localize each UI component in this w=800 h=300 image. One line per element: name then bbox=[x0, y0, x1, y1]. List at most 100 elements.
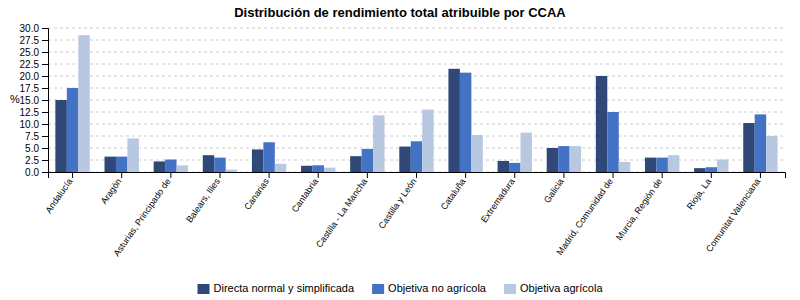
y-tick: 7.5 bbox=[25, 131, 48, 142]
x-tick-mark bbox=[367, 172, 368, 178]
bar-series bbox=[55, 69, 754, 172]
bar bbox=[558, 146, 569, 172]
bar bbox=[694, 168, 705, 172]
x-tick: Aragón bbox=[99, 172, 124, 206]
y-tick-mark bbox=[42, 64, 48, 65]
chart: Distribución de rendimiento total atribu… bbox=[0, 0, 800, 300]
y-tick: 12.5 bbox=[20, 107, 48, 118]
x-tick-mark bbox=[219, 172, 220, 178]
y-tick-label: 10.0 bbox=[20, 119, 40, 130]
x-tick: Madrid, Comunidad de bbox=[555, 172, 615, 257]
x-tick: Extremadura bbox=[479, 172, 517, 224]
bar bbox=[263, 142, 274, 172]
bar bbox=[116, 157, 127, 172]
bar bbox=[570, 146, 581, 172]
bar bbox=[645, 158, 656, 172]
y-tick-mark bbox=[42, 112, 48, 113]
x-tick: Castilla - La Mancha bbox=[314, 172, 369, 249]
bar bbox=[399, 147, 410, 172]
x-tick-label: Murcia, Región de bbox=[614, 176, 664, 242]
y-tick: 15.0 bbox=[20, 95, 48, 106]
bar bbox=[607, 112, 618, 172]
y-axis: 0.02.55.07.510.012.515.017.520.022.525.0… bbox=[20, 23, 49, 178]
x-axis-line bbox=[49, 173, 786, 179]
x-tick-mark bbox=[318, 172, 319, 178]
x-tick: Balears, Illes bbox=[184, 172, 222, 224]
y-tick-label: 25.0 bbox=[20, 47, 40, 58]
y-tick: 17.5 bbox=[20, 83, 48, 94]
grid-line bbox=[48, 40, 785, 41]
bar bbox=[324, 168, 335, 172]
bar bbox=[313, 165, 324, 172]
y-tick-label: 0.0 bbox=[25, 167, 39, 178]
bar bbox=[743, 123, 754, 172]
bar bbox=[373, 115, 384, 172]
legend-swatch bbox=[198, 284, 210, 294]
x-tick-label: Cantabria bbox=[290, 176, 321, 214]
bar bbox=[706, 167, 717, 172]
y-tick-label: 2.5 bbox=[25, 155, 39, 166]
x-tick-mark bbox=[563, 172, 564, 178]
bar bbox=[471, 135, 482, 172]
bar bbox=[448, 69, 459, 172]
bar bbox=[226, 170, 237, 172]
bar bbox=[154, 161, 165, 172]
bar bbox=[509, 163, 520, 172]
grid-line bbox=[48, 112, 785, 113]
y-tick: 2.5 bbox=[25, 155, 48, 166]
x-tick-label: Asturias, Principado de bbox=[111, 176, 172, 258]
bar bbox=[275, 164, 286, 172]
bar bbox=[214, 158, 225, 172]
x-tick-label: Castilla y León bbox=[376, 176, 418, 230]
y-tick: 20.0 bbox=[20, 71, 48, 82]
bar bbox=[498, 161, 509, 172]
y-tick: 0.0 bbox=[25, 167, 48, 178]
bar bbox=[717, 160, 728, 172]
x-tick-label: Aragón bbox=[99, 176, 124, 206]
grid-line bbox=[48, 124, 785, 125]
x-tick-label: Balears, Illes bbox=[184, 176, 222, 224]
grid-line bbox=[48, 100, 785, 101]
y-tick-label: 20.0 bbox=[20, 71, 40, 82]
bar bbox=[165, 160, 176, 172]
x-tick-mark bbox=[613, 172, 614, 178]
plot: 0.02.55.07.510.012.515.017.520.022.525.0… bbox=[20, 23, 786, 258]
grid-line bbox=[48, 28, 785, 29]
y-tick-mark bbox=[42, 52, 48, 53]
y-tick: 27.5 bbox=[20, 35, 48, 46]
x-tick-label: Castilla - La Mancha bbox=[314, 176, 369, 249]
x-tick-label: Galicia bbox=[542, 176, 566, 204]
y-tick-label: 15.0 bbox=[20, 95, 40, 106]
x-tick-mark bbox=[760, 172, 761, 178]
x-tick-mark bbox=[416, 172, 417, 178]
x-tick-label: Extremadura bbox=[479, 176, 517, 224]
x-tick-label: Rioja, La bbox=[685, 176, 714, 211]
y-tick-mark bbox=[42, 40, 48, 41]
x-tick-label: Canarias bbox=[242, 176, 271, 212]
bar bbox=[350, 156, 361, 172]
y-tick: 25.0 bbox=[20, 47, 48, 58]
x-tick: Andalucía bbox=[43, 172, 74, 215]
x-tick-mark bbox=[514, 172, 515, 178]
y-tick: 22.5 bbox=[20, 59, 48, 70]
x-tick-label: Madrid, Comunidad de bbox=[555, 176, 615, 256]
bar bbox=[203, 155, 214, 172]
y-tick-mark bbox=[42, 136, 48, 137]
x-tick-label: Andalucía bbox=[43, 176, 74, 215]
legend-label: Objetiva agrícola bbox=[520, 282, 603, 294]
bar bbox=[411, 141, 422, 172]
y-tick-label: 5.0 bbox=[25, 143, 39, 154]
x-tick-label: Cataluña bbox=[439, 176, 468, 211]
x-tick: Rioja, La bbox=[685, 172, 714, 211]
x-tick: Galicia bbox=[542, 172, 566, 205]
legend-item: Objetiva agrícola bbox=[504, 282, 603, 294]
x-tick: Asturias, Principado de bbox=[111, 172, 172, 258]
bar bbox=[362, 149, 373, 172]
x-tick-mark bbox=[269, 172, 270, 178]
x-tick-mark bbox=[170, 172, 171, 178]
x-axis: Andalucía AragónAsturias, Principado deBa… bbox=[43, 172, 785, 258]
x-tick-mark bbox=[662, 172, 663, 178]
legend: Directa normal y simplificadaObjetiva no… bbox=[198, 282, 604, 294]
y-tick-mark bbox=[42, 124, 48, 125]
y-tick-label: 12.5 bbox=[20, 107, 40, 118]
